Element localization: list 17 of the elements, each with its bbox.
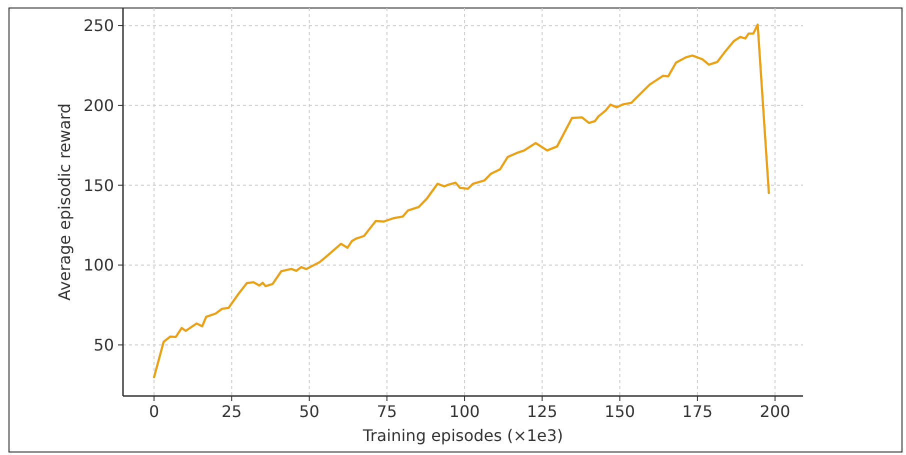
y-tick-label: 50 <box>94 336 114 355</box>
x-tick-label: 200 <box>760 402 790 421</box>
y-tick-label: 100 <box>83 256 114 275</box>
x-tick-label: 25 <box>221 402 242 421</box>
x-tick-label: 150 <box>604 402 636 421</box>
x-tick-label: 50 <box>299 402 320 421</box>
y-tick-label: 200 <box>83 96 114 115</box>
x-tick-label: 125 <box>526 402 558 421</box>
x-tick-label: 100 <box>449 402 480 421</box>
x-tick-label: 175 <box>682 402 713 421</box>
y-axis-title: Average episodic reward <box>55 103 74 301</box>
x-axis-title: Training episodes (×1e3) <box>362 426 564 445</box>
y-tick-label: 150 <box>83 176 114 195</box>
line-series <box>152 24 770 378</box>
x-tick-label: 75 <box>376 402 398 421</box>
y-tick-label: 250 <box>83 16 114 36</box>
x-tick-label: 0 <box>148 402 160 421</box>
